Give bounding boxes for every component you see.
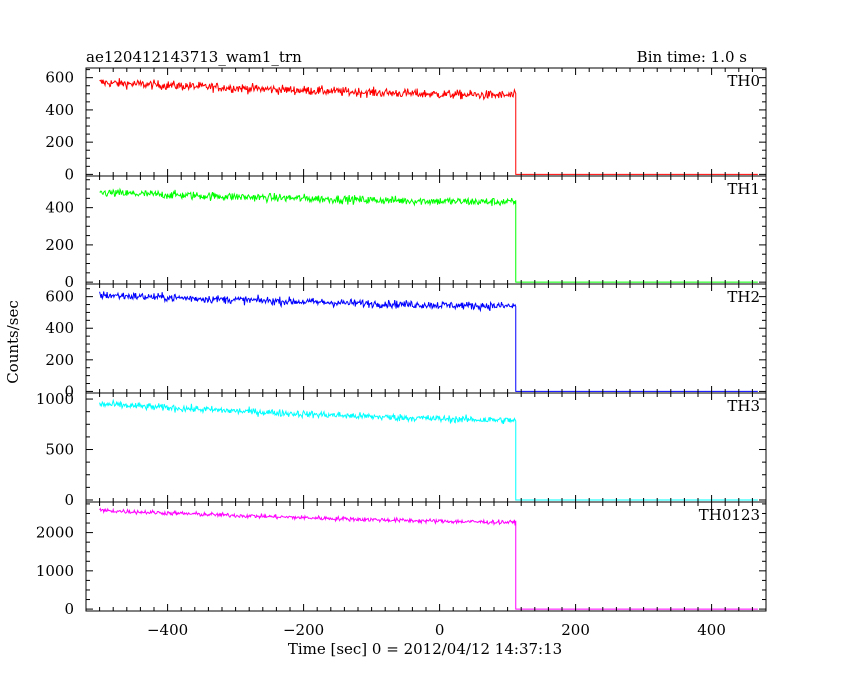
- panel-th0: 0 200 400 600 TH0: [45, 67, 767, 183]
- series-line-th0: [99, 78, 758, 175]
- panel-frame: [85, 283, 767, 394]
- y-tick-label: 0: [64, 600, 74, 618]
- y-tick-label: 1000: [36, 562, 74, 580]
- y-tick-label: 600: [45, 288, 74, 306]
- y-tick-label: 200: [45, 351, 74, 369]
- x-tick-label: 400: [697, 621, 726, 639]
- panel-label-th2: TH2: [727, 288, 760, 306]
- panel-th3: 0 500 1000 TH3: [36, 390, 767, 509]
- y-axis-label: Counts/sec: [4, 300, 22, 384]
- bin-time-label: Bin time: 1.0 s: [637, 48, 747, 66]
- y-tick-label: 500: [45, 441, 74, 459]
- y-tick-label: 0: [64, 165, 74, 183]
- chart-title: ae120412143713_wam1_trn: [86, 48, 302, 66]
- x-tick-label: 200: [561, 621, 590, 639]
- y-tick-label: 400: [45, 319, 74, 337]
- panel-frame: [85, 67, 767, 177]
- panel-label-th0: TH0: [727, 72, 760, 90]
- y-tick-label: 400: [45, 199, 74, 217]
- y-tick-label: 400: [45, 101, 74, 119]
- panels-group: 0 200 400 600 TH0 0 200 400 TH1 0 200 400 600 TH2 0 500…: [36, 67, 767, 639]
- series-line-th1: [99, 187, 758, 283]
- x-axis-label: Time [sec] 0 = 2012/04/12 14:37:13: [288, 640, 562, 658]
- panel-label-th0123: TH0123: [699, 506, 760, 524]
- panel-label-th3: TH3: [727, 397, 760, 415]
- y-tick-label: 1000: [36, 390, 74, 408]
- y-tick-label: 2000: [36, 524, 74, 542]
- series-line-th3: [99, 398, 758, 501]
- series-line-th2: [99, 291, 758, 392]
- y-tick-label: 0: [64, 491, 74, 509]
- panel-th1: 0 200 400 TH1: [45, 175, 767, 291]
- x-tick-label: 0: [435, 621, 445, 639]
- x-tick-label: −400: [147, 621, 188, 639]
- series-line-th0123: [99, 507, 758, 610]
- panel-frame: [85, 501, 767, 612]
- panel-th0123: 0 1000 2000 TH0123: [36, 501, 767, 618]
- panel-th2: 0 200 400 600 TH2: [45, 283, 767, 400]
- y-tick-label: 200: [45, 236, 74, 254]
- panel-label-th1: TH1: [727, 180, 760, 198]
- y-tick-label: 0: [64, 273, 74, 291]
- y-tick-label: 0: [64, 382, 74, 400]
- y-tick-label: 200: [45, 133, 74, 151]
- x-tick-label: −200: [283, 621, 324, 639]
- y-tick-label: 600: [45, 69, 74, 87]
